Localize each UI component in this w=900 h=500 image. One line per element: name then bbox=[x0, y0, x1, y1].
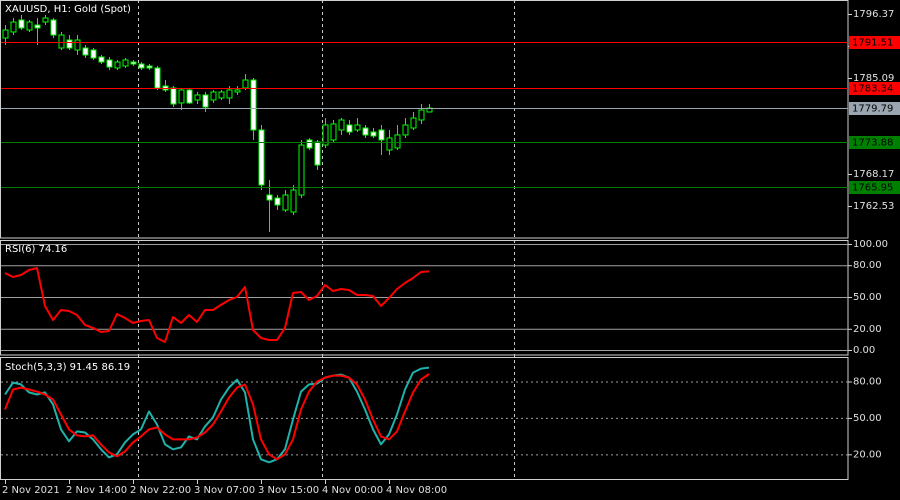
candle-body bbox=[186, 89, 193, 104]
x-tick-label: 4 Nov 00:00 bbox=[322, 485, 383, 496]
candle-body bbox=[194, 94, 201, 101]
candle-body bbox=[386, 137, 393, 151]
candle-body bbox=[58, 34, 65, 49]
y-tick-label: 100.00 bbox=[853, 239, 888, 250]
level-label-box bbox=[849, 82, 900, 95]
candle-body bbox=[258, 129, 265, 186]
candle-body bbox=[354, 124, 361, 131]
candle-body bbox=[106, 59, 113, 68]
y-tick-label: 80.00 bbox=[853, 377, 882, 388]
candle-body bbox=[114, 61, 121, 69]
candle-body bbox=[282, 194, 289, 211]
candle-body bbox=[18, 19, 25, 29]
candle-body bbox=[298, 144, 305, 196]
level-label-box bbox=[849, 136, 900, 149]
candle-body bbox=[146, 65, 153, 69]
y-tick-label: 50.00 bbox=[853, 292, 882, 303]
candle-body bbox=[202, 94, 209, 108]
candle-body bbox=[2, 29, 9, 39]
candle-body bbox=[362, 127, 369, 136]
level-label: 1779.79 bbox=[852, 104, 893, 115]
candle-body bbox=[162, 85, 169, 91]
candle-body bbox=[314, 141, 321, 166]
level-label: 1765.95 bbox=[852, 183, 893, 194]
level-label: 1783.34 bbox=[852, 84, 893, 95]
candle-body bbox=[242, 79, 249, 89]
candle-body bbox=[122, 59, 129, 67]
series-line bbox=[4, 267, 430, 343]
candle-body bbox=[170, 87, 177, 105]
candle-body bbox=[42, 17, 49, 23]
x-tick-label: 3 Nov 15:00 bbox=[258, 485, 319, 496]
stoch-title: Stoch(5,3,3) 91.45 86.19 bbox=[5, 362, 130, 373]
candle-body bbox=[74, 39, 81, 51]
candle-body bbox=[130, 61, 137, 65]
candle-body bbox=[234, 89, 241, 93]
y-tick-label: 1768.17 bbox=[853, 169, 894, 180]
candle-body bbox=[402, 124, 409, 136]
level-label-box bbox=[849, 102, 900, 115]
candle-body bbox=[10, 21, 17, 33]
candle-body bbox=[34, 24, 41, 29]
level-label: 1791.51 bbox=[852, 38, 893, 49]
candle-body bbox=[226, 89, 233, 99]
x-tick-label: 2 Nov 14:00 bbox=[66, 485, 127, 496]
candle-body bbox=[82, 47, 89, 56]
y-tick-label: 1762.53 bbox=[853, 201, 894, 212]
candle-body bbox=[26, 21, 33, 31]
candle-body bbox=[210, 91, 217, 101]
candle-body bbox=[98, 56, 105, 63]
level-label-box bbox=[849, 181, 900, 194]
y-tick-label: 0.00 bbox=[853, 345, 875, 356]
candle-body bbox=[250, 79, 257, 131]
candle-body bbox=[266, 194, 273, 201]
candle-body bbox=[418, 109, 425, 121]
x-tick-label: 4 Nov 08:00 bbox=[386, 485, 447, 496]
candle-body bbox=[50, 19, 57, 36]
candle-body bbox=[178, 89, 185, 104]
series-line bbox=[4, 373, 430, 461]
candle-body bbox=[306, 139, 313, 149]
candle-body bbox=[338, 119, 345, 131]
x-tick-label: 2 Nov 22:00 bbox=[130, 485, 191, 496]
candle-body bbox=[346, 124, 353, 133]
rsi-title: RSI(6) 74.16 bbox=[5, 244, 67, 255]
candle-body bbox=[378, 129, 385, 141]
level-label-box bbox=[849, 36, 900, 49]
y-tick-label: 80.00 bbox=[853, 260, 882, 271]
candle-body bbox=[394, 134, 401, 149]
candle-body bbox=[330, 123, 337, 141]
candle-body bbox=[322, 124, 329, 146]
level-label: 1773.88 bbox=[852, 138, 893, 149]
candle-body bbox=[290, 189, 297, 213]
x-tick-label: 2 Nov 2021 bbox=[2, 485, 60, 496]
y-tick-label: 1796.37 bbox=[853, 9, 894, 20]
chart-title: XAUUSD, H1: Gold (Spot) bbox=[5, 4, 131, 15]
candle-body bbox=[154, 67, 161, 89]
candle-body bbox=[370, 131, 377, 137]
candle-body bbox=[274, 197, 281, 206]
x-tick-label: 3 Nov 07:00 bbox=[194, 485, 255, 496]
y-tick-label: 50.00 bbox=[853, 413, 882, 424]
main-frame bbox=[0, 0, 849, 239]
y-tick-label: 20.00 bbox=[853, 449, 882, 460]
y-tick-label: 20.00 bbox=[853, 324, 882, 335]
candle-body bbox=[90, 49, 97, 59]
candle-body bbox=[66, 39, 73, 49]
series-line bbox=[4, 366, 430, 464]
candle-body bbox=[138, 63, 145, 69]
y-tick-label: 1785.09 bbox=[853, 73, 894, 84]
candle-body bbox=[218, 91, 225, 99]
candle-body bbox=[410, 117, 417, 129]
